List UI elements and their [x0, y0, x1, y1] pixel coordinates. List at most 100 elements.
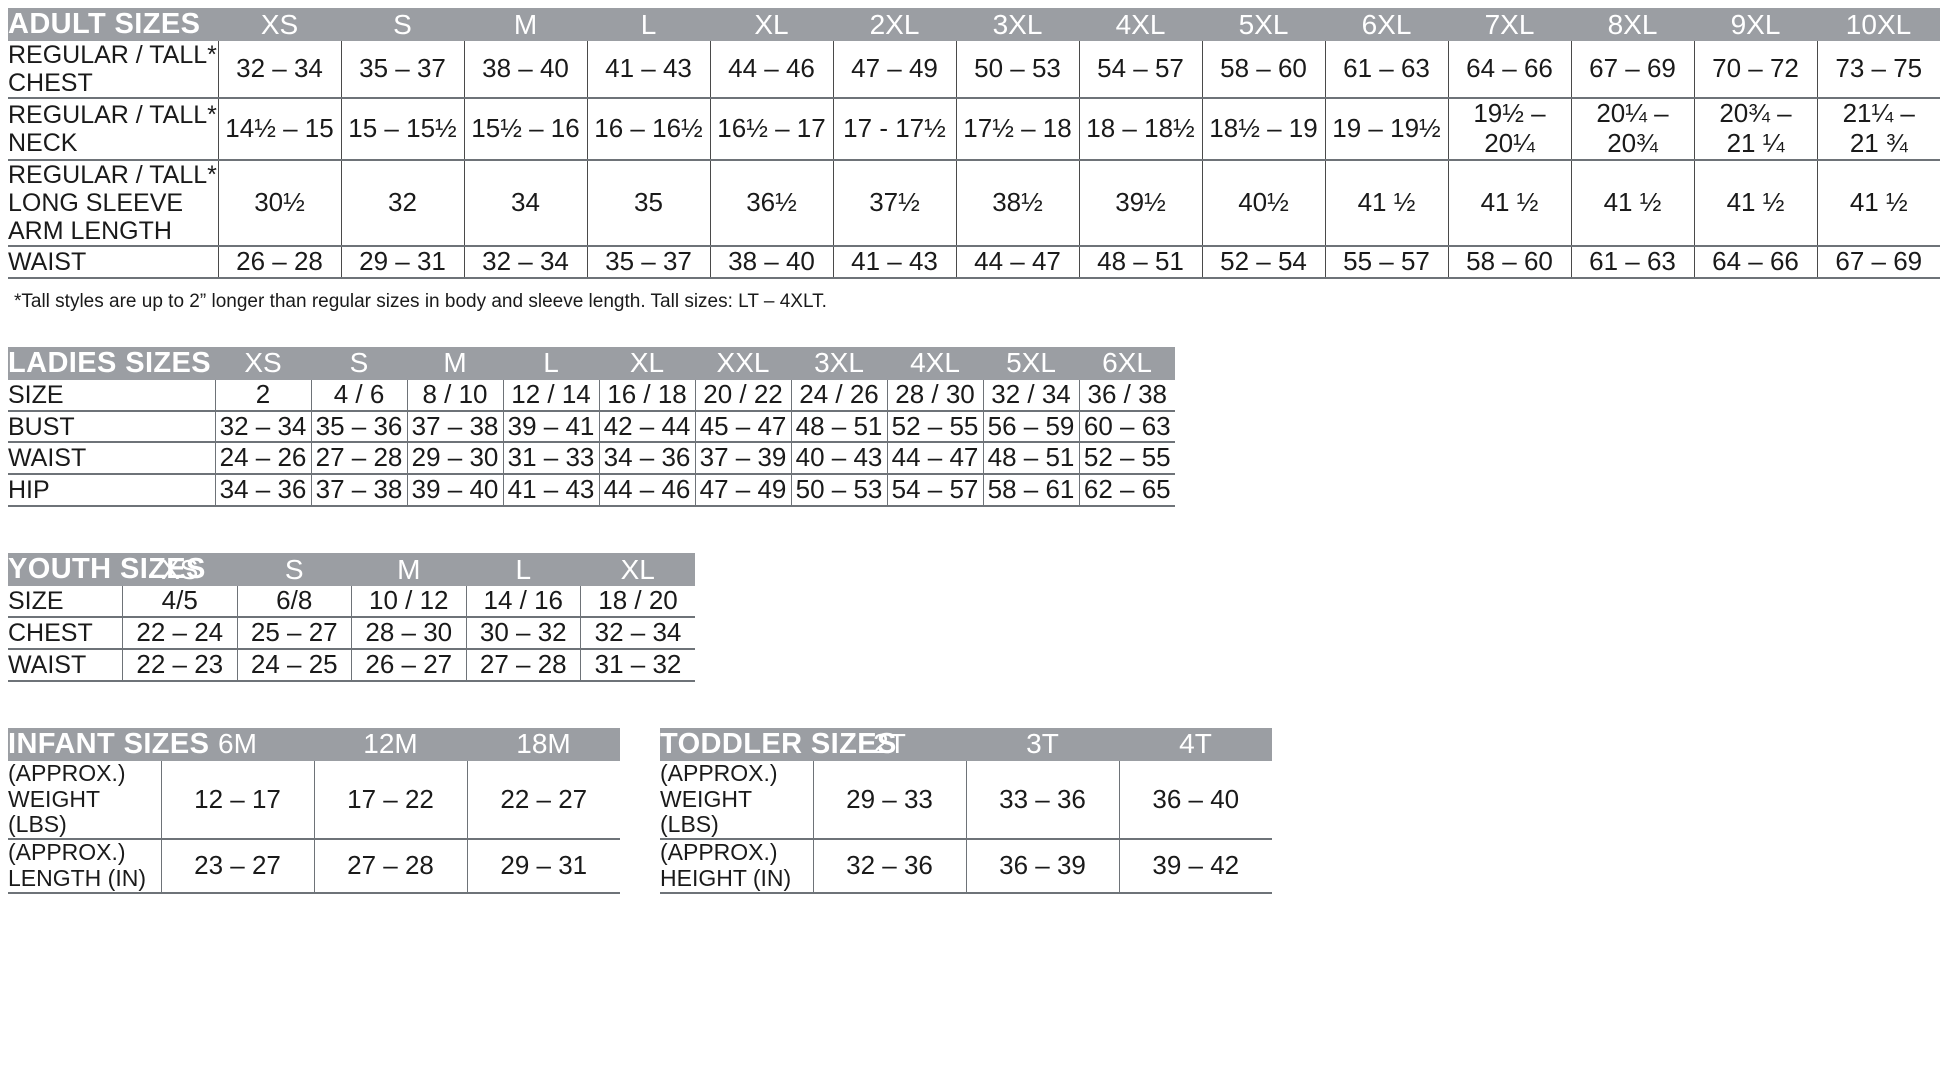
ladies-row-label: SIZE	[8, 379, 215, 412]
adult-row-label: REGULAR / TALL* NECK	[8, 98, 218, 161]
adult-cell: 47 – 49	[832, 41, 956, 99]
ladies-cell: 8 / 10	[406, 379, 503, 412]
table-row: REGULAR / TALL* NECK 14½ – 15 15 – 15½ 15½ …	[8, 98, 1940, 161]
adult-cell: 41 ½	[1447, 159, 1571, 247]
ladies-cell: 50 – 53	[790, 474, 887, 508]
infant-row-label: (APPROX.) LENGTH (IN)	[8, 839, 161, 894]
adult-sizes-table: ADULT SIZES XS S M L XL 2XL 3XL 4XL 5XL 6XL 7XL 8XL…	[8, 8, 1940, 279]
adult-cell: 32	[340, 159, 464, 247]
table-row: (APPROX.) WEIGHT (LBS) 29 – 33 33 – 36 36 –…	[660, 760, 1272, 841]
adult-cell: 44 – 47	[955, 245, 1079, 279]
infant-column-header-12m: 12M	[314, 727, 467, 761]
youth-row-label: SIZE	[8, 586, 123, 619]
infant-column-header-6m: 6M	[161, 727, 314, 761]
adult-cell: 38½	[955, 159, 1079, 247]
infant-cell: 29 – 31	[466, 839, 620, 894]
toddler-cell: 32 – 36	[812, 839, 966, 894]
adult-cell: 19½ – 20¼	[1447, 98, 1571, 161]
ladies-cell: 39 – 41	[502, 410, 599, 444]
ladies-column-header-4xl: 4XL	[887, 346, 983, 380]
ladies-cell: 48 – 51	[982, 442, 1079, 476]
infant-sizes-table: INFANT SIZES 6M 12M 18M (APPROX.) WEIGHT (…	[8, 727, 620, 894]
table-row: (APPROX.) HEIGHT (IN) 32 – 36 36 – 39 39 – …	[660, 839, 1272, 894]
adult-cell: 19 – 19½	[1324, 98, 1448, 161]
ladies-cell: 37 – 38	[310, 474, 407, 508]
infant-column-header-18m: 18M	[467, 727, 620, 761]
ladies-cell: 29 – 30	[406, 442, 503, 476]
table-row: WAIST 26 – 28 29 – 31 32 – 34 35 – 37 38 – 40…	[8, 245, 1940, 279]
adult-header-row: ADULT SIZES XS S M L XL 2XL 3XL 4XL 5XL 6XL 7XL 8XL…	[8, 8, 1940, 41]
table-row: REGULAR / TALL* CHEST 32 – 34 35 – 37 38 – …	[8, 41, 1940, 99]
ladies-cell: 58 – 61	[982, 474, 1079, 508]
adult-cell: 52 – 54	[1201, 245, 1325, 279]
youth-column-header-l: L	[466, 553, 581, 587]
ladies-cell: 47 – 49	[694, 474, 791, 508]
toddler-cell: 29 – 33	[812, 760, 966, 841]
adult-cell: 48 – 51	[1078, 245, 1202, 279]
adult-cell: 26 – 28	[217, 245, 341, 279]
youth-cell: 14 / 16	[465, 585, 581, 619]
youth-cell: 31 – 32	[580, 649, 695, 682]
ladies-row-label: HIP	[8, 474, 215, 508]
infant-cell: 17 – 22	[313, 760, 467, 841]
adult-cell: 41 ½	[1693, 159, 1817, 247]
toddler-header-row: TODDLER SIZES 2T 3T 4T	[660, 727, 1272, 761]
ladies-cell: 4 / 6	[310, 379, 407, 412]
ladies-cell: 28 / 30	[886, 379, 983, 412]
table-row: (APPROX.) WEIGHT (LBS) 12 – 17 17 – 22 22 –…	[8, 760, 620, 841]
ladies-cell: 36 / 38	[1078, 379, 1175, 412]
ladies-cell: 32 / 34	[982, 379, 1079, 412]
youth-sizes-table: YOUTH SIZES XS S M L XL SIZE 4/5 6/8 10 / 12 14 …	[8, 553, 695, 682]
toddler-table-body: (APPROX.) WEIGHT (LBS) 29 – 33 33 – 36 36 –…	[660, 760, 1272, 894]
adult-cell: 38 – 40	[463, 41, 587, 99]
adult-cell: 15½ – 16	[463, 98, 587, 161]
adult-cell: 70 – 72	[1693, 41, 1817, 99]
adult-cell: 17½ – 18	[955, 98, 1079, 161]
ladies-cell: 12 / 14	[502, 379, 599, 412]
adult-cell: 36½	[709, 159, 833, 247]
infant-row-label: (APPROX.) WEIGHT (LBS)	[8, 760, 161, 841]
table-row: SIZE 4/5 6/8 10 / 12 14 / 16 18 / 20	[8, 585, 695, 619]
ladies-row-label: WAIST	[8, 442, 215, 476]
adult-cell: 37½	[832, 159, 956, 247]
adult-table-title: ADULT SIZES	[8, 8, 218, 41]
adult-column-header-xl: XL	[710, 8, 833, 41]
ladies-cell: 41 – 43	[502, 474, 599, 508]
ladies-cell: 16 / 18	[598, 379, 695, 412]
toddler-column-header-4t: 4T	[1119, 727, 1272, 761]
table-row: BUST 32 – 34 35 – 36 37 – 38 39 – 41 42 – 44 4…	[8, 410, 1175, 444]
youth-cell: 30 – 32	[465, 617, 581, 651]
ladies-cell: 39 – 40	[406, 474, 503, 508]
adult-column-header-l: L	[587, 8, 710, 41]
ladies-column-header-6xl: 6XL	[1079, 346, 1175, 380]
ladies-cell: 44 – 46	[598, 474, 695, 508]
infant-header-row: INFANT SIZES 6M 12M 18M	[8, 727, 620, 761]
infant-table-title: INFANT SIZES	[8, 727, 210, 761]
youth-table-header: YOUTH SIZES XS S M L XL	[8, 553, 695, 587]
ladies-cell: 31 – 33	[502, 442, 599, 476]
youth-cell: 10 / 12	[351, 585, 466, 619]
adult-footnote: *Tall styles are up to 2” longer than re…	[14, 290, 827, 312]
ladies-cell: 24 / 26	[790, 379, 887, 412]
adult-cell: 34	[463, 159, 587, 247]
youth-cell: 6/8	[236, 585, 352, 619]
adult-cell: 64 – 66	[1447, 41, 1571, 99]
ladies-cell: 34 – 36	[214, 474, 311, 508]
adult-cell: 32 – 34	[217, 41, 341, 99]
adult-cell: 21¼ – 21 ¾	[1816, 98, 1940, 161]
ladies-column-header-s: S	[311, 346, 407, 380]
adult-cell: 41 ½	[1324, 159, 1448, 247]
adult-cell: 16½ – 17	[709, 98, 833, 161]
infant-toddler-row: INFANT SIZES 6M 12M 18M (APPROX.) WEIGHT (…	[8, 727, 1940, 894]
youth-cell: 28 – 30	[351, 617, 466, 651]
adult-row-label: REGULAR / TALL* LONG SLEEVE ARM LENGTH	[8, 159, 218, 247]
ladies-sizes-table: LADIES SIZES XS S M L XL XXL 3XL 4XL 5XL 6XL SIZE…	[8, 346, 1175, 508]
table-row: WAIST 22 – 23 24 – 25 26 – 27 27 – 28 31 – 32	[8, 649, 695, 682]
adult-column-header-5xl: 5XL	[1202, 8, 1325, 41]
toddler-table-title: TODDLER SIZES	[660, 727, 897, 761]
table-row: REGULAR / TALL* LONG SLEEVE ARM LENGTH 30…	[8, 159, 1940, 247]
adult-column-header-s: S	[341, 8, 464, 41]
adult-cell: 20¼ – 20¾	[1570, 98, 1694, 161]
adult-column-header-2xl: 2XL	[833, 8, 956, 41]
